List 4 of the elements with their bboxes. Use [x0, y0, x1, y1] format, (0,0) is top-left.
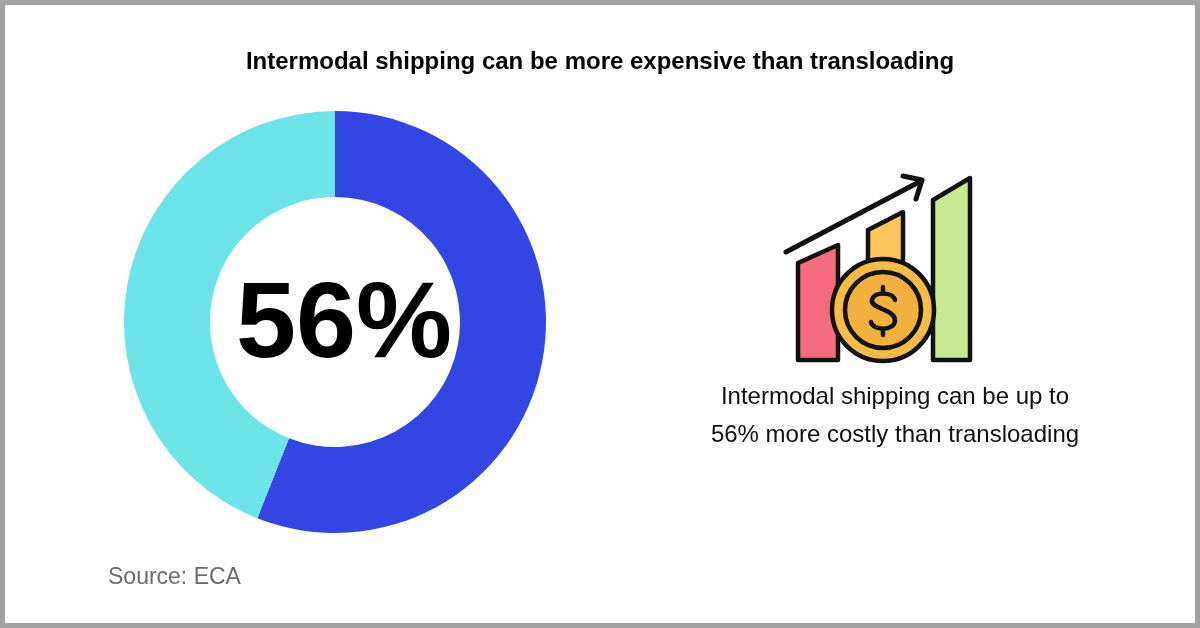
data-label: 56% [235, 259, 453, 380]
text: Intermodal shipping can be more expensive than transloading [245, 47, 955, 74]
source-note: Source: ECA [108, 563, 242, 589]
text: Intermodal shipping can be up to 56% more costly than transloading [710, 382, 1080, 447]
